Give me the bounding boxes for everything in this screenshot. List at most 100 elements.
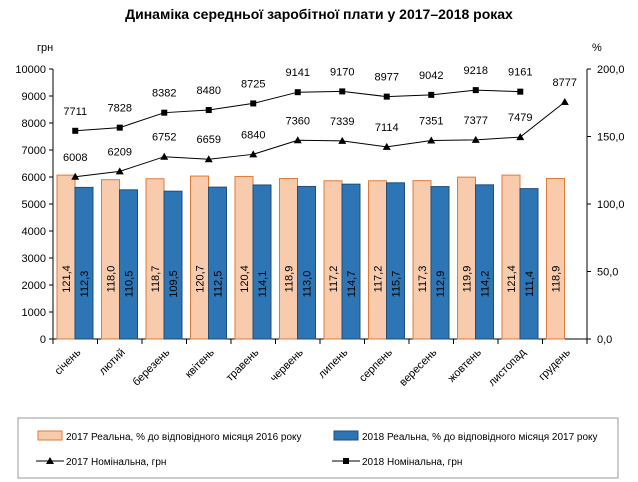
line-data-label: 7479: [508, 112, 532, 124]
x-tick-label: січень: [53, 346, 84, 377]
left-tick-label: 4000: [22, 226, 46, 238]
bar-data-label: 120,7: [195, 265, 207, 293]
bar-2017: [501, 174, 521, 340]
right-tick-label: 150,0: [597, 132, 625, 144]
bar-data-label: 112,5: [213, 271, 225, 298]
x-tick-label: лютий: [97, 347, 128, 378]
bar-data-label: 117,3: [417, 266, 429, 293]
square-marker: [72, 127, 79, 134]
bar-data-label: 115,7: [391, 271, 403, 298]
bar-data-label: 113,0: [302, 271, 314, 298]
bar-2018: [74, 186, 94, 340]
square-marker: [339, 88, 346, 95]
bar-data-label: 111,4: [524, 271, 536, 297]
line-data-label: 7351: [419, 116, 443, 128]
left-tick-label: 8000: [22, 118, 46, 130]
bar-2017: [190, 175, 209, 340]
bar-data-label: 120,4: [239, 265, 251, 293]
line-data-label: 9170: [330, 66, 354, 78]
line-data-label: 9161: [508, 67, 532, 79]
triangle-marker: [516, 133, 525, 141]
bar-2018: [163, 190, 183, 340]
line-data-label: 7377: [464, 115, 488, 127]
bar-2018: [430, 186, 450, 340]
line-data-label: 9141: [286, 67, 310, 79]
square-marker: [205, 107, 212, 114]
left-tick-label: 0: [40, 334, 46, 346]
triangle-marker: [427, 136, 436, 144]
triangle-marker: [382, 142, 391, 150]
bar-2018: [119, 189, 138, 340]
right-axis-unit: %: [592, 42, 602, 54]
x-tick-label: серпень: [357, 346, 395, 384]
bar-2017: [56, 174, 76, 340]
legend-triangle-marker: [46, 457, 54, 464]
triangle-marker: [204, 155, 213, 163]
bar-2017: [279, 177, 298, 340]
bar-2018: [297, 185, 316, 340]
square-marker: [294, 89, 301, 96]
legend-label: 2017 Номінальна, грн: [66, 457, 166, 468]
left-tick-label: 3000: [22, 253, 46, 265]
line-data-label: 7339: [330, 116, 354, 128]
square-marker: [517, 88, 524, 95]
line-data-label: 9042: [419, 70, 443, 82]
left-tick-label: 5000: [22, 199, 46, 211]
bar-2017: [323, 180, 343, 340]
bar-data-label: 121,4: [61, 265, 73, 293]
legend-label: 2018 Реальна, % до відповідного місяця 2…: [362, 432, 598, 443]
bar-data-label: 118,9: [284, 266, 296, 293]
triangle-marker: [160, 152, 169, 160]
bar-2018: [386, 182, 405, 340]
left-tick-label: 1000: [22, 307, 46, 319]
line-data-label: 8777: [553, 77, 577, 89]
x-tick-label: жовтень: [446, 346, 484, 384]
square-marker: [428, 91, 435, 98]
square-marker: [472, 87, 479, 94]
bar-2017: [412, 180, 432, 340]
line-data-label: 6209: [108, 146, 132, 158]
line-data-label: 8977: [375, 72, 399, 84]
bar-2018: [252, 184, 272, 340]
legend-swatch: [37, 430, 63, 441]
bar-2017: [101, 179, 120, 340]
x-tick-label: червень: [268, 346, 306, 384]
bar-2017: [234, 175, 254, 340]
x-tick-label: травень: [224, 346, 262, 384]
bar-data-label: 118,7: [150, 266, 162, 293]
chart-title: Динаміка середньої заробітної плати у 20…: [125, 6, 513, 22]
bar-2018: [475, 184, 494, 340]
bar-data-label: 118,0: [106, 266, 118, 293]
left-tick-label: 9000: [22, 91, 46, 103]
line-data-label: 9218: [464, 65, 488, 77]
legend-box: [17, 417, 619, 479]
line-data-label: 8382: [152, 88, 176, 100]
right-tick-label: 0,0: [597, 334, 612, 346]
bar-2017: [145, 178, 165, 340]
right-tick-label: 200,0: [597, 64, 625, 76]
bar-2018: [341, 183, 361, 340]
line-data-label: 8725: [241, 78, 265, 90]
bar-data-label: 114,2: [480, 271, 492, 298]
legend-swatch: [333, 430, 359, 441]
bar-data-label: 114,1: [257, 271, 269, 298]
bar-2018: [519, 188, 539, 340]
x-tick-label: березень: [131, 346, 173, 388]
line-data-label: 6752: [152, 132, 176, 144]
triangle-marker: [338, 136, 347, 144]
line-2017: [75, 101, 566, 178]
bar-2017: [368, 180, 387, 340]
bar-2017: [457, 176, 476, 340]
x-tick-label: липень: [316, 346, 350, 380]
square-marker: [116, 124, 123, 131]
square-marker: [383, 93, 390, 100]
square-marker: [250, 100, 257, 107]
left-axis-unit: грн: [37, 42, 53, 54]
right-tick-label: 50,0: [597, 267, 618, 279]
bar-data-label: 117,2: [373, 266, 385, 293]
bar-data-label: 119,9: [462, 266, 474, 293]
bar-data-label: 112,3: [79, 271, 91, 298]
right-tick-label: 100,0: [597, 199, 625, 211]
legend-label: 2017 Реальна, % до відповідного місяця 2…: [66, 432, 302, 443]
